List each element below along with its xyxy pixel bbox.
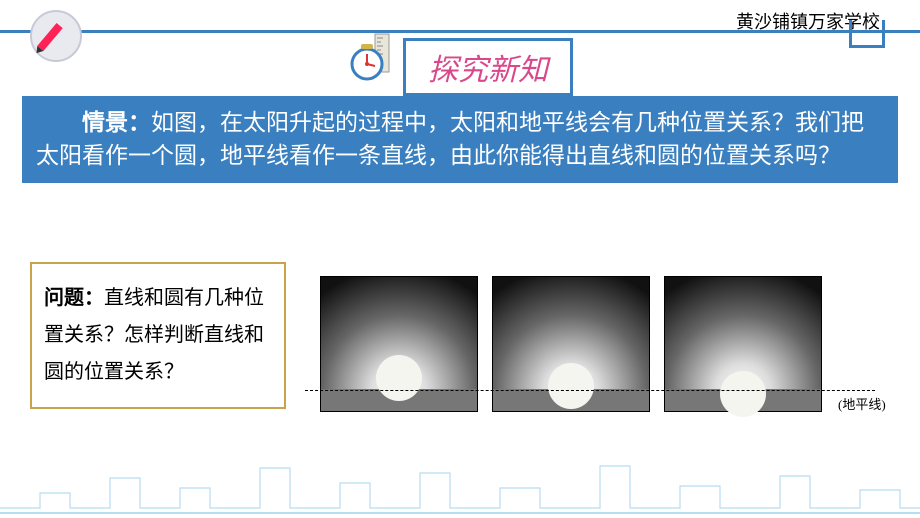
sun-disc (548, 363, 594, 409)
title-wrap: 探究新知 (347, 38, 573, 96)
question-box: 问题：直线和圆有几种位置关系？怎样判断直线和圆的位置关系？ (30, 262, 286, 409)
scenario-body: 如图，在太阳升起的过程中，太阳和地平线会有几种位置关系？我们把太阳看作一个圆，地… (36, 110, 864, 168)
horizon-line (305, 390, 875, 391)
scenario-text: 情景：如图，在太阳升起的过程中，太阳和地平线会有几种位置关系？我们把太阳看作一个… (36, 110, 864, 168)
header-rule (0, 30, 920, 33)
sunrise-image-1 (320, 276, 478, 412)
pencil-icon (30, 10, 82, 62)
sunrise-images (320, 276, 822, 412)
sun-disc (720, 371, 766, 417)
pencil-shape (37, 23, 62, 51)
question-label: 问题： (44, 287, 104, 309)
footer-skyline (0, 458, 920, 518)
scenario-box: 情景：如图，在太阳升起的过程中，太阳和地平线会有几种位置关系？我们把太阳看作一个… (22, 96, 898, 183)
slide-page: 黄沙铺镇万家学校 探究新知 情景：如图，在太阳升起的过程中，太阳和地平线会有几种… (0, 0, 920, 518)
sunrise-image-3 (664, 276, 822, 412)
section-title: 探究新知 (403, 38, 573, 96)
scenario-label: 情景： (82, 110, 151, 135)
horizon-label: (地平线) (838, 394, 886, 413)
sunrise-image-2 (492, 276, 650, 412)
sun-disc (376, 355, 422, 401)
ruler-clock-icon (347, 32, 403, 87)
